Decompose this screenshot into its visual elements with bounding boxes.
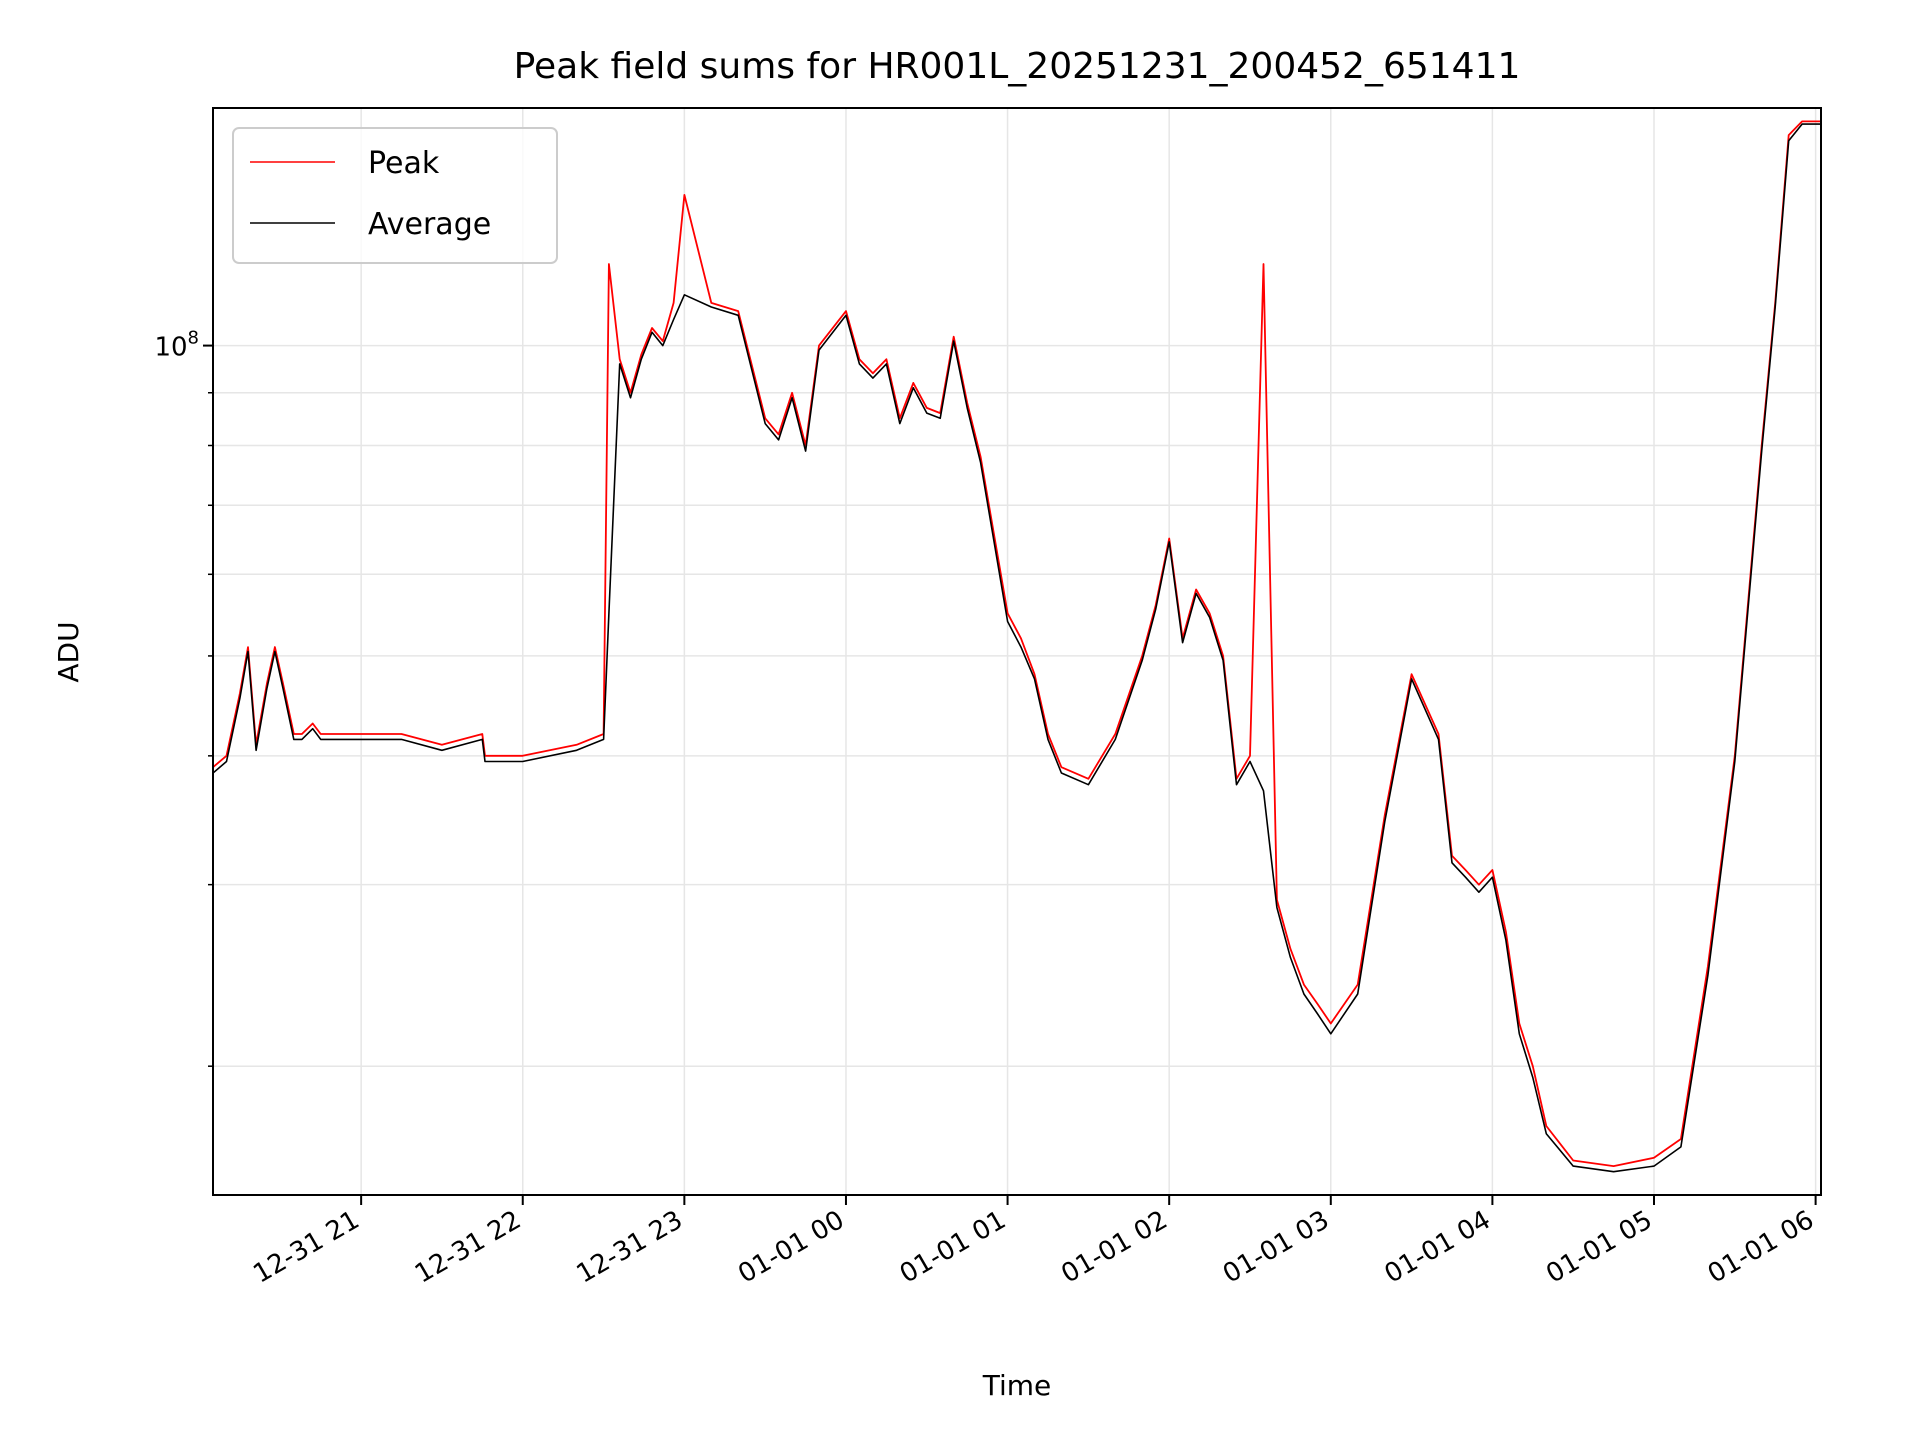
grid-lines (213, 108, 1821, 1195)
legend-peak-label: Peak (368, 146, 440, 181)
legend-average-label: Average (368, 207, 491, 242)
y-axis-label: ADU (52, 621, 85, 682)
series-line-average (213, 123, 1821, 1173)
plot-frame (212, 107, 1822, 1196)
y-tick-label: 108 (154, 328, 199, 363)
chart-title: Peak field sums for HR001L_20251231_2004… (514, 46, 1521, 87)
plot-area (213, 120, 1821, 1173)
x-axis-label: Time (982, 1369, 1052, 1402)
legend: Peak Average (232, 127, 558, 264)
y-axis: 108 (154, 328, 213, 1067)
series-line-peak (213, 120, 1821, 1167)
